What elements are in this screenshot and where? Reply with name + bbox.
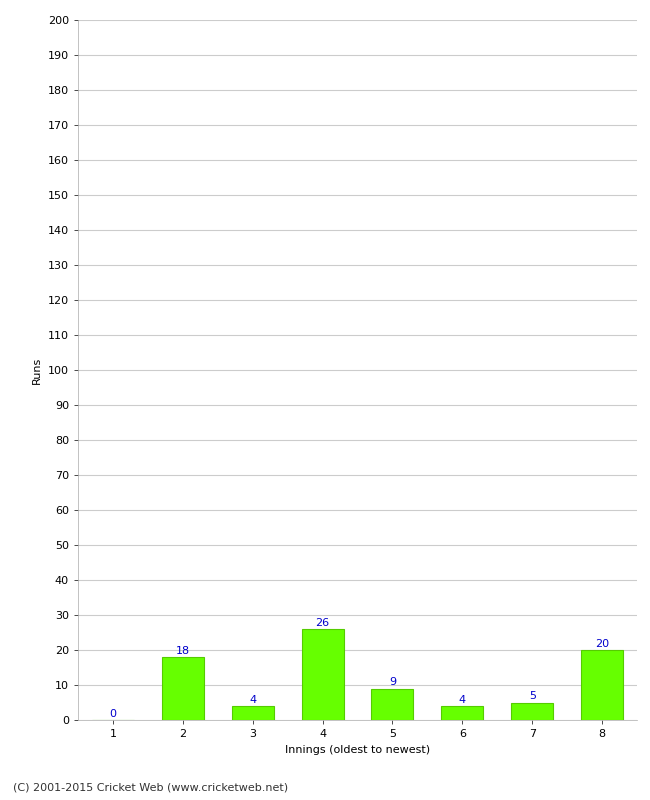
Text: 26: 26 xyxy=(315,618,330,627)
Bar xyxy=(162,657,203,720)
Text: 0: 0 xyxy=(109,709,116,718)
Bar xyxy=(302,629,344,720)
Y-axis label: Runs: Runs xyxy=(32,356,42,384)
Text: 9: 9 xyxy=(389,677,396,687)
Text: 4: 4 xyxy=(459,694,466,705)
Text: (C) 2001-2015 Cricket Web (www.cricketweb.net): (C) 2001-2015 Cricket Web (www.cricketwe… xyxy=(13,782,288,792)
X-axis label: Innings (oldest to newest): Innings (oldest to newest) xyxy=(285,745,430,754)
Bar xyxy=(372,689,413,720)
Bar xyxy=(232,706,274,720)
Text: 4: 4 xyxy=(249,694,256,705)
Bar xyxy=(512,702,553,720)
Text: 5: 5 xyxy=(528,691,536,701)
Bar xyxy=(441,706,484,720)
Text: 18: 18 xyxy=(176,646,190,656)
Bar xyxy=(581,650,623,720)
Text: 20: 20 xyxy=(595,638,609,649)
